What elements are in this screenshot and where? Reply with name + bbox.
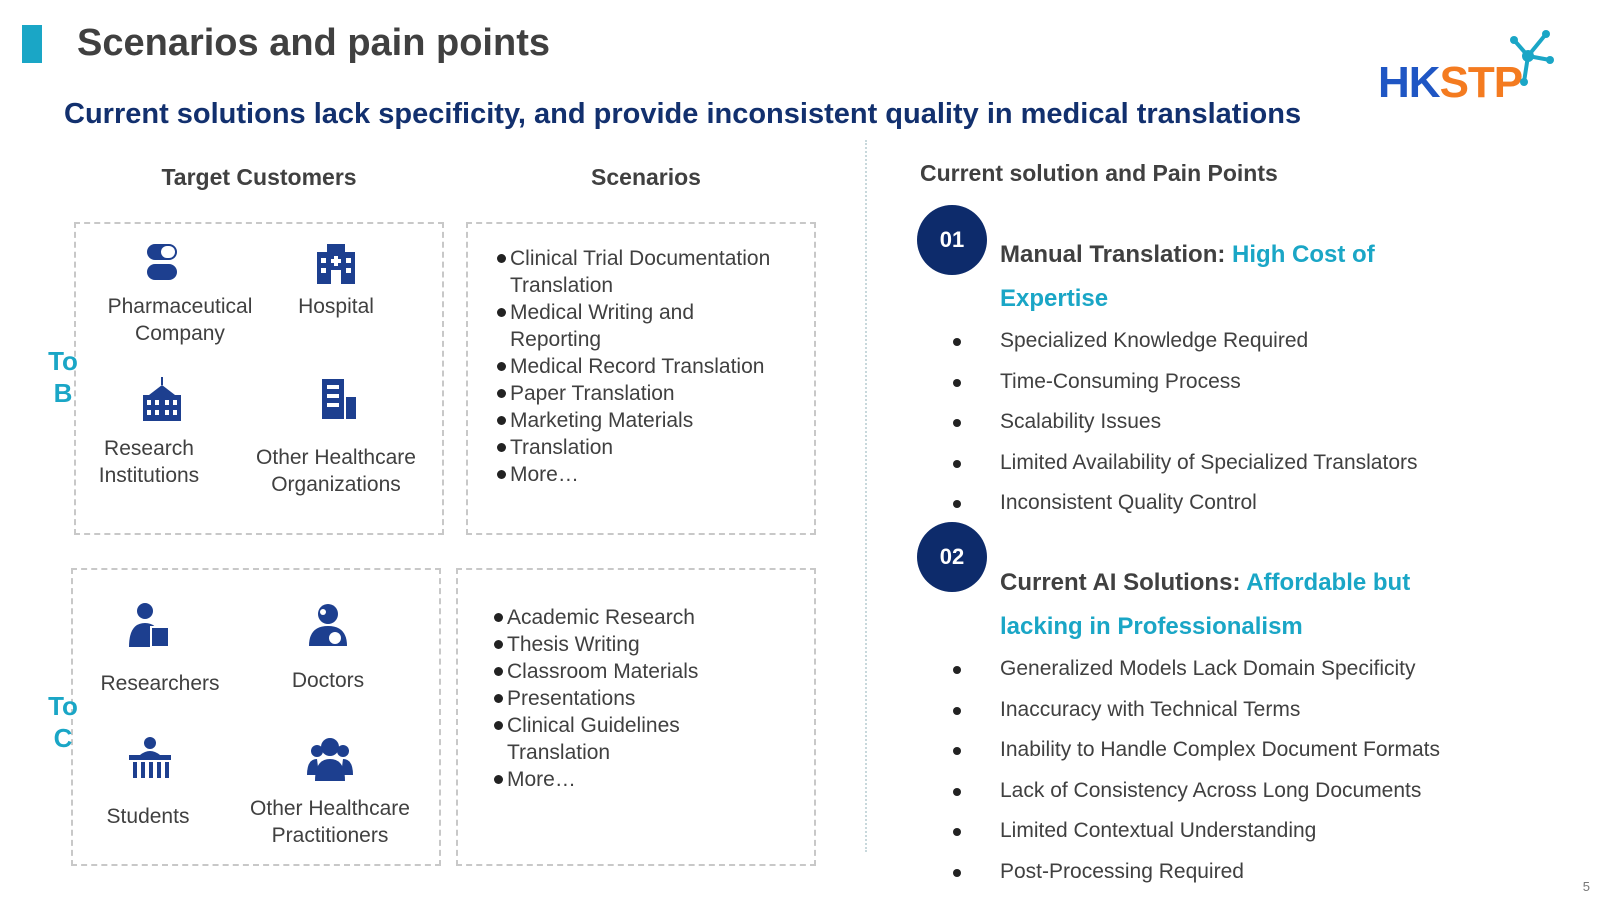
pain-point-list: Generalized Models Lack Domain Specifici… — [952, 649, 1440, 893]
pain-point-item: Lack of Consistency Across Long Document… — [952, 771, 1440, 812]
customer-box — [71, 568, 441, 866]
customer-icon — [125, 601, 175, 651]
customer-label: Research Institutions — [98, 437, 200, 487]
scenario-item: Clinical Trial Documentation Translation — [497, 245, 787, 299]
scenario-item: Translation — [497, 434, 787, 461]
pain-point-title: Current AI Solutions: Affordable but lac… — [1000, 561, 1440, 649]
title-text: Current AI Solutions: — [1000, 569, 1241, 596]
logo-text: HK — [1378, 58, 1441, 107]
customer-icon — [311, 240, 361, 290]
scenario-item: Clinical Guidelines Translation — [494, 712, 744, 766]
pain-point-title: Manual Translation: High Cost of Experti… — [1000, 233, 1400, 321]
customer-label: Other Healthcare Organizations — [256, 446, 416, 496]
customer-label: Doctors — [291, 669, 365, 692]
scenario-item: Classroom Materials — [494, 658, 744, 685]
subtitle: Current solutions lack specificity, and … — [64, 98, 1302, 130]
title-highlight: Affordable but lacking in Professionalis… — [1000, 569, 1411, 640]
column-heading: Scenarios — [591, 164, 701, 190]
number-badge: 02 — [917, 522, 987, 592]
group-label-line: To — [48, 346, 78, 376]
pain-point-item: Generalized Models Lack Domain Specifici… — [952, 649, 1440, 690]
title-accent — [22, 25, 42, 63]
scenario-list: Clinical Trial Documentation Translation… — [497, 245, 787, 488]
pain-point-item: Scalability Issues — [953, 402, 1418, 443]
customer-label: Researchers — [100, 672, 220, 695]
title-text: Manual Translation: — [1000, 241, 1226, 268]
scenario-item: Marketing Materials — [497, 407, 787, 434]
pain-point-item: Inability to Handle Complex Document For… — [952, 730, 1440, 771]
scenario-item: More… — [494, 766, 744, 793]
group-label-line: B — [53, 378, 73, 408]
customer-icon — [137, 240, 187, 290]
logo: HKSTP — [1378, 30, 1554, 108]
pain-point-item: Limited Availability of Specialized Tran… — [953, 443, 1418, 484]
group-label-line: C — [53, 723, 73, 753]
pain-point-item: Inconsistent Quality Control — [953, 483, 1418, 524]
customer-icon — [137, 377, 187, 427]
customer-label: Other Healthcare Practitioners — [250, 797, 410, 847]
slide-title: Scenarios and pain points — [77, 22, 550, 64]
pain-point-item: Inaccuracy with Technical Terms — [952, 690, 1440, 731]
scenario-box — [466, 222, 816, 535]
scenario-item: Presentations — [494, 685, 744, 712]
pain-point-list: Specialized Knowledge Required Time-Consu… — [953, 321, 1418, 524]
scenario-item: Medical Record Translation — [497, 353, 787, 380]
pain-point: 02 Current AI Solutions: Affordable but l… — [917, 522, 1557, 883]
group-label: To C — [43, 690, 83, 754]
customer-icon — [312, 375, 362, 425]
group-label: To B — [43, 345, 83, 409]
pain-point-item: Post-Processing Required — [952, 852, 1440, 893]
customer-icon — [303, 600, 353, 650]
customer-box — [74, 222, 444, 535]
scenario-item: Paper Translation — [497, 380, 787, 407]
scenario-item: Academic Research — [494, 604, 744, 631]
pain-point-item: Specialized Knowledge Required — [953, 321, 1418, 362]
scenario-item: More… — [497, 461, 787, 488]
column-heading: Target Customers — [161, 164, 357, 190]
customer-label: Hospital — [298, 295, 374, 318]
page-number: 5 — [1582, 879, 1590, 894]
pain-point: 01 Manual Translation: High Cost of Exper… — [917, 205, 1557, 514]
pain-point-item: Limited Contextual Understanding — [952, 811, 1440, 852]
logo-mark — [1510, 30, 1554, 86]
customer-label: Pharmaceutical Company — [107, 295, 253, 345]
group-label-line: To — [48, 691, 78, 721]
column-heading: Current solution and Pain Points — [920, 160, 1278, 186]
scenario-box — [456, 568, 816, 866]
customer-icon — [125, 735, 175, 785]
divider — [865, 140, 867, 852]
number-badge: 01 — [917, 205, 987, 275]
title-highlight: High Cost of Expertise — [1000, 241, 1375, 312]
scenario-list: Academic Research Thesis Writing Classroom… — [494, 604, 744, 793]
customer-icon — [305, 735, 355, 785]
pain-point-item: Time-Consuming Process — [953, 362, 1418, 403]
scenario-item: Thesis Writing — [494, 631, 744, 658]
scenario-item: Medical Writing and Reporting — [497, 299, 787, 353]
customer-label: Students — [106, 805, 190, 828]
logo-text: STP — [1439, 58, 1524, 107]
